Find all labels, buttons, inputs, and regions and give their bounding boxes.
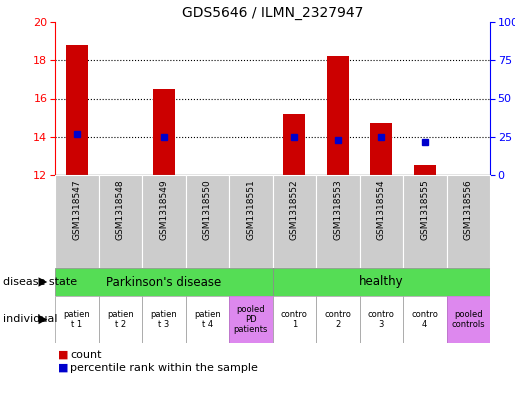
Text: patien
t 2: patien t 2 [107,310,133,329]
Bar [55,175,98,268]
Bar [98,296,142,343]
Bar [316,296,359,343]
Text: GSM1318553: GSM1318553 [333,180,342,241]
Bar [403,175,447,268]
Text: ■: ■ [58,363,68,373]
Bar [229,175,272,268]
Text: pooled
PD
patients: pooled PD patients [234,305,268,334]
Bar [272,296,316,343]
Text: individual: individual [3,314,57,325]
Text: GSM1318548: GSM1318548 [116,180,125,240]
Bar [359,296,403,343]
Bar [55,268,272,296]
Text: contro
2: contro 2 [324,310,351,329]
Text: percentile rank within the sample: percentile rank within the sample [71,363,259,373]
Bar [316,175,359,268]
Bar [359,175,403,268]
Bar [327,57,349,175]
Text: count: count [71,350,102,360]
Text: GSM1318554: GSM1318554 [377,180,386,240]
Title: GDS5646 / ILMN_2327947: GDS5646 / ILMN_2327947 [182,6,363,20]
Bar [403,296,447,343]
Text: GSM1318552: GSM1318552 [290,180,299,240]
Text: GSM1318550: GSM1318550 [203,180,212,241]
Bar [272,175,316,268]
Text: contro
3: contro 3 [368,310,394,329]
Bar [283,114,305,175]
Bar [447,175,490,268]
Text: contro
1: contro 1 [281,310,307,329]
Text: GSM1318556: GSM1318556 [464,180,473,241]
Bar [185,296,229,343]
Bar [142,175,185,268]
Bar [142,296,185,343]
Text: GSM1318555: GSM1318555 [420,180,429,241]
Text: patien
t 1: patien t 1 [63,310,90,329]
Bar [55,296,98,343]
Text: contro
4: contro 4 [411,310,438,329]
Bar [229,296,272,343]
Text: GSM1318547: GSM1318547 [72,180,81,240]
Text: disease state: disease state [3,277,77,287]
Bar [185,175,229,268]
Text: GSM1318551: GSM1318551 [246,180,255,241]
Bar [153,89,175,175]
Bar [98,175,142,268]
Bar [272,268,490,296]
Bar [414,165,436,175]
Bar [370,123,392,175]
Text: pooled
controls: pooled controls [452,310,485,329]
Text: healthy: healthy [359,275,404,288]
Text: patien
t 4: patien t 4 [194,310,220,329]
Text: patien
t 3: patien t 3 [150,310,177,329]
Text: GSM1318549: GSM1318549 [159,180,168,240]
Text: Parkinson's disease: Parkinson's disease [106,275,221,288]
Text: ■: ■ [58,350,68,360]
Bar [66,45,88,175]
Bar [447,296,490,343]
